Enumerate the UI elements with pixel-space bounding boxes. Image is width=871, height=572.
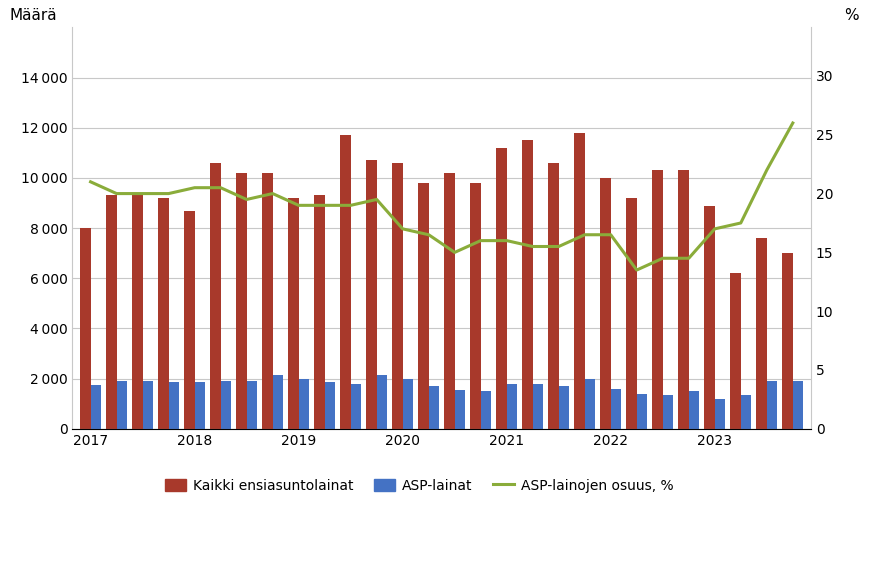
Bar (236, 173, 246, 429)
Bar (117, 381, 127, 429)
Bar (132, 196, 143, 429)
Bar (262, 173, 273, 429)
Bar (679, 170, 689, 429)
Bar (273, 375, 283, 429)
Bar (793, 381, 803, 429)
Bar (392, 163, 402, 429)
Bar (584, 379, 595, 429)
Bar (194, 382, 205, 429)
Bar (611, 388, 621, 429)
Bar (314, 196, 325, 429)
Bar (496, 148, 507, 429)
Bar (106, 196, 117, 429)
Bar (325, 382, 335, 429)
Bar (574, 133, 584, 429)
Bar (626, 198, 637, 429)
Bar (731, 273, 740, 429)
Bar (376, 375, 387, 429)
Bar (652, 170, 663, 429)
Bar (455, 390, 465, 429)
Bar (299, 379, 309, 429)
Bar (600, 178, 611, 429)
Bar (637, 394, 647, 429)
Bar (341, 135, 351, 429)
Bar (715, 399, 726, 429)
Legend: Kaikki ensiasuntolainat, ASP-lainat, ASP-lainojen osuus, %: Kaikki ensiasuntolainat, ASP-lainat, ASP… (159, 473, 679, 498)
Bar (470, 183, 481, 429)
Bar (246, 381, 257, 429)
Bar (782, 253, 793, 429)
Bar (444, 173, 455, 429)
Bar (80, 228, 91, 429)
Bar (210, 163, 220, 429)
Bar (402, 379, 413, 429)
Y-axis label: %: % (844, 9, 859, 23)
Bar (766, 381, 777, 429)
Bar (507, 384, 517, 429)
Bar (558, 386, 569, 429)
Bar (533, 384, 544, 429)
Bar (159, 198, 169, 429)
Bar (288, 198, 299, 429)
Bar (143, 381, 153, 429)
Bar (169, 382, 179, 429)
Bar (756, 238, 766, 429)
Bar (740, 395, 751, 429)
Bar (351, 384, 361, 429)
Bar (705, 205, 715, 429)
Bar (523, 140, 533, 429)
Bar (220, 381, 231, 429)
Bar (367, 160, 376, 429)
Bar (481, 391, 491, 429)
Bar (184, 210, 194, 429)
Bar (689, 391, 699, 429)
Bar (429, 386, 439, 429)
Y-axis label: Määrä: Määrä (10, 9, 57, 23)
Bar (418, 183, 429, 429)
Bar (549, 163, 558, 429)
Bar (91, 385, 101, 429)
Bar (663, 395, 673, 429)
